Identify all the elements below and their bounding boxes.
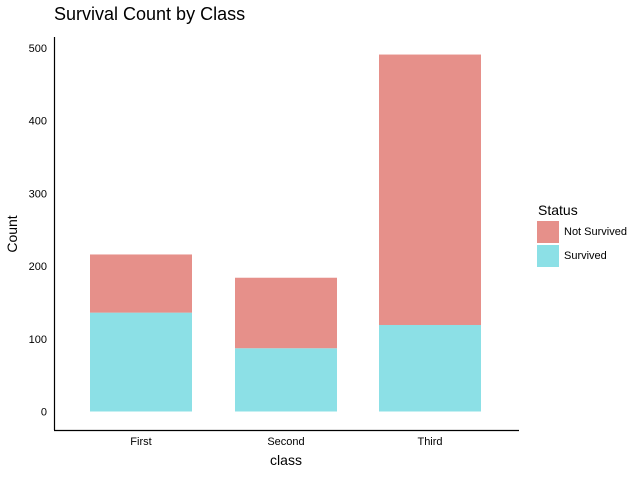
legend-label-survived: Survived (564, 250, 607, 262)
legend: Status Not Survived Survived (537, 202, 627, 267)
legend-swatch-survived (537, 245, 559, 267)
bar-second-not-survived (235, 277, 337, 349)
chart-title: Survival Count by Class (54, 4, 245, 24)
bar-second-survived (235, 348, 337, 412)
legend-swatch-not-survived (537, 221, 559, 243)
y-tick-label: 300 (29, 188, 47, 200)
bar-third-survived (379, 324, 481, 412)
y-tick-label: 100 (29, 334, 47, 346)
legend-label-not-survived: Not Survived (564, 226, 627, 238)
x-tick-label: Second (267, 436, 304, 448)
y-tick-label: 0 (41, 407, 47, 419)
x-tick-label: First (130, 436, 151, 448)
x-tick-label: Third (417, 436, 442, 448)
bars-layer (90, 54, 481, 412)
bar-third-not-survived (379, 54, 481, 325)
y-tick-label: 400 (29, 116, 47, 128)
bar-first-survived (90, 312, 192, 412)
y-ticks: 0 100 200 300 400 500 (29, 43, 47, 419)
y-tick-label: 500 (29, 43, 47, 55)
y-tick-label: 200 (29, 261, 47, 273)
x-ticks: First Second Third (130, 436, 442, 448)
axes (53, 37, 519, 432)
x-axis-title: class (270, 452, 302, 468)
legend-title: Status (538, 202, 578, 218)
bar-first-not-survived (90, 254, 192, 313)
y-axis-title: Count (4, 215, 20, 252)
